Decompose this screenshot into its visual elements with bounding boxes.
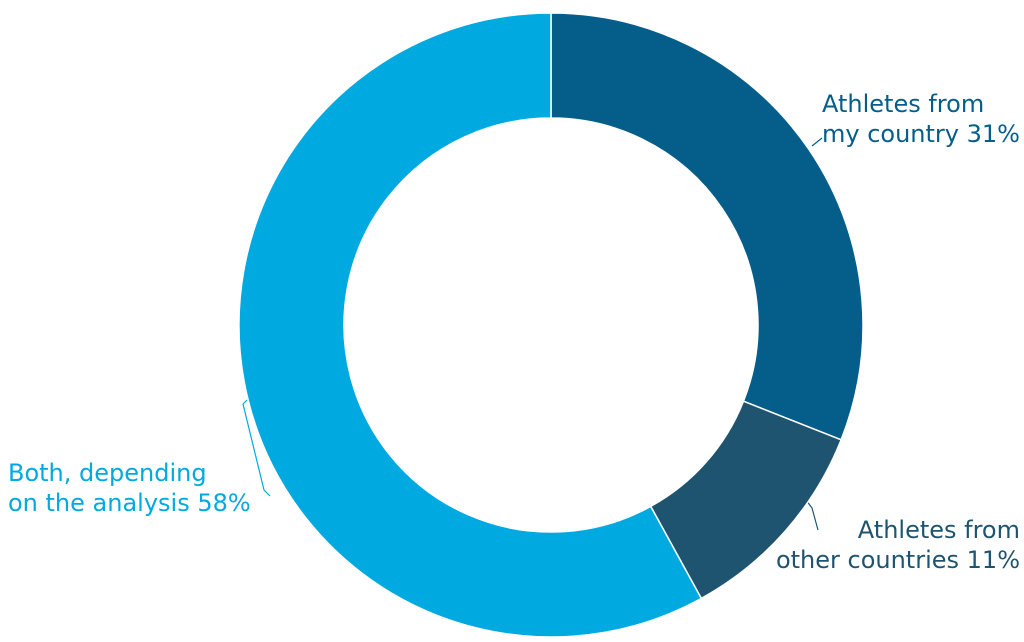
value-label: 31% <box>967 120 1020 148</box>
label-line: Athletes from <box>822 90 984 118</box>
label-line: on the analysis <box>8 489 197 517</box>
segment-label: Athletes from my country 31% <box>822 90 1020 148</box>
donut-segment <box>550 12 864 441</box>
label-line: Both, depending <box>8 459 207 487</box>
leader-line <box>242 399 271 497</box>
label-line: other countries <box>776 546 967 574</box>
leader-line <box>805 499 819 531</box>
label-line: Athletes from <box>858 516 1020 544</box>
value-label: 11% <box>967 546 1020 574</box>
donut-segment <box>238 12 703 638</box>
segment-label: Athletes from other countries 11% <box>776 516 1020 574</box>
leader-line <box>811 137 823 147</box>
segment-label: Both, depending on the analysis 58% <box>8 459 251 517</box>
label-line: my country <box>822 120 967 148</box>
value-label: 58% <box>197 489 250 517</box>
